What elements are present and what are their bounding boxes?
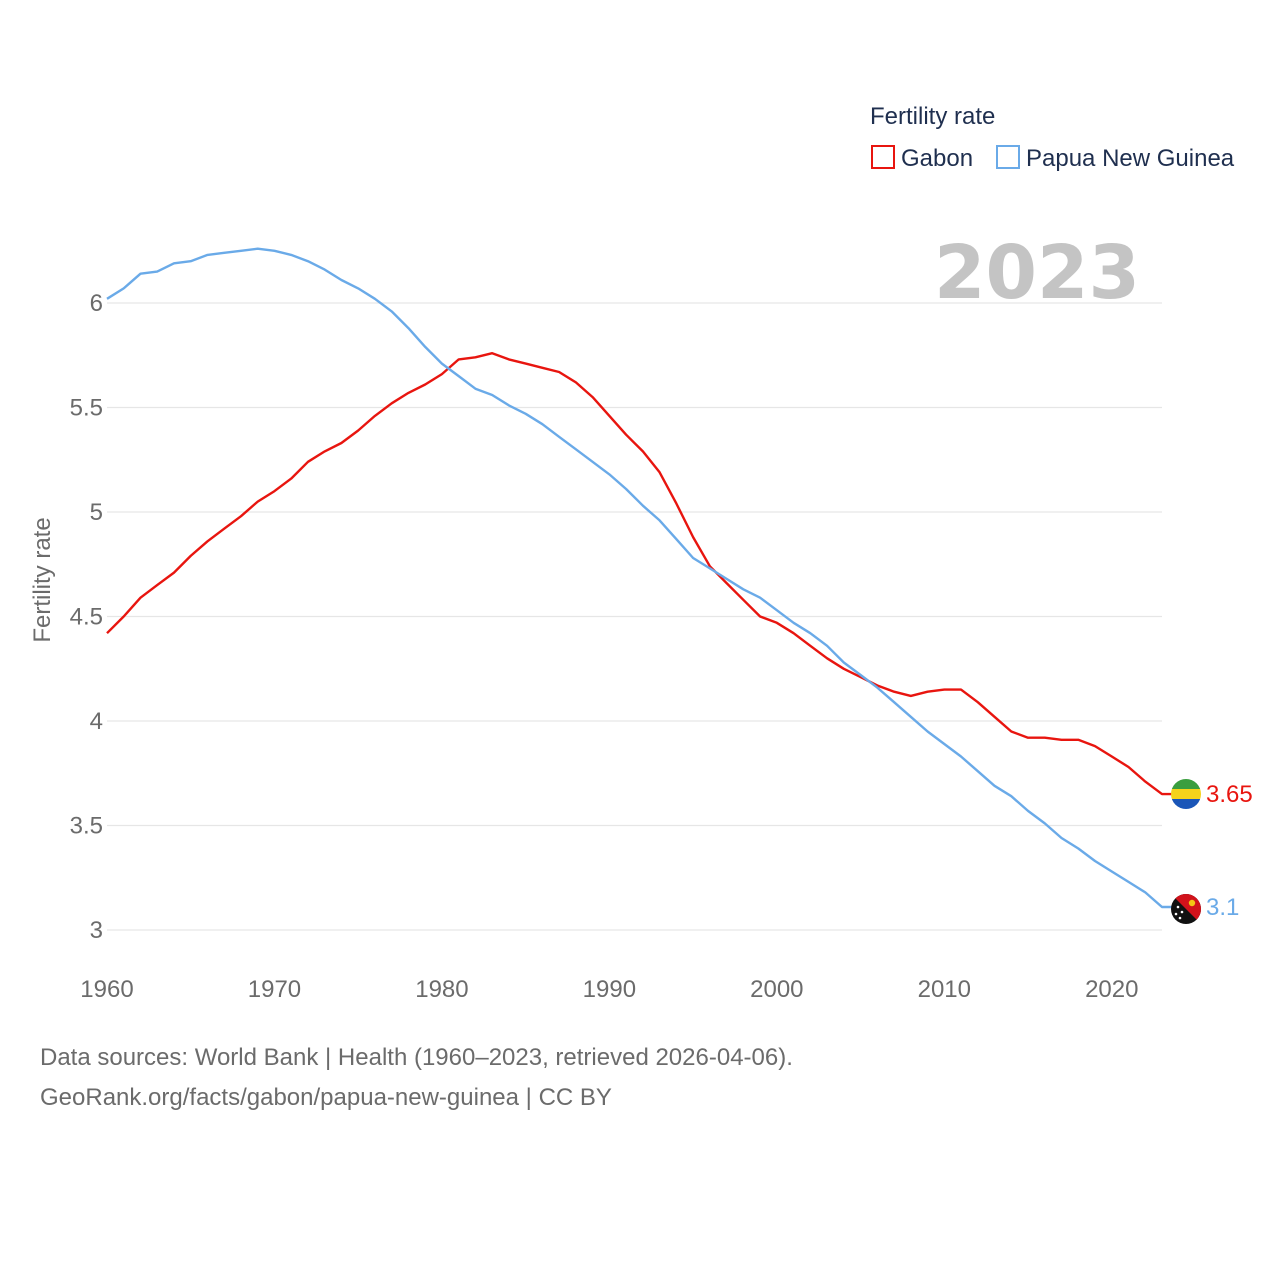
x-tick-label: 2000 — [750, 976, 803, 1003]
y-tick-label: 3 — [90, 917, 103, 944]
y-tick-label: 6 — [90, 290, 103, 317]
end-value-papua-new-guinea: 3.1 — [1206, 894, 1239, 921]
series-line-gabon — [106, 352, 1172, 796]
x-tick-label: 1990 — [583, 976, 636, 1003]
legend-swatch-gabon — [871, 145, 895, 169]
y-axis-ticks: 3 3.5 4 4.5 5 5.5 6 — [70, 290, 103, 944]
x-tick-label: 1980 — [415, 976, 468, 1003]
y-tick-label: 5.5 — [70, 395, 103, 422]
y-axis-label: Fertility rate — [29, 517, 56, 642]
x-tick-label: 1960 — [80, 976, 133, 1003]
legend-label-papua-new-guinea: Papua New Guinea — [1026, 145, 1235, 172]
x-tick-label: 2020 — [1085, 976, 1138, 1003]
gridlines — [107, 302, 1162, 931]
x-axis-ticks: 1960 1970 1980 1990 2000 2010 2020 — [80, 976, 1138, 1003]
y-tick-label: 4 — [90, 708, 103, 735]
legend-title: Fertility rate — [870, 103, 995, 130]
papua-new-guinea-flag-icon — [1171, 894, 1201, 924]
y-tick-label: 3.5 — [70, 813, 103, 840]
highlight-year: 2023 — [934, 230, 1140, 316]
legend-label-gabon: Gabon — [901, 145, 973, 172]
y-tick-label: 5 — [90, 499, 103, 526]
x-tick-label: 2010 — [918, 976, 971, 1003]
series-lines — [106, 247, 1172, 909]
footer-source: Data sources: World Bank | Health (1960–… — [40, 1044, 793, 1071]
x-tick-label: 1970 — [248, 976, 301, 1003]
end-value-gabon: 3.65 — [1206, 781, 1253, 808]
gabon-flag-icon — [1171, 779, 1201, 809]
series-line-papua-new-guinea — [106, 247, 1172, 909]
legend-swatch-papua-new-guinea — [996, 145, 1020, 169]
footer-attribution: GeoRank.org/facts/gabon/papua-new-guinea… — [40, 1084, 612, 1111]
legend: Fertility rate Gabon Papua New Guinea — [870, 103, 1235, 172]
y-tick-label: 4.5 — [70, 604, 103, 631]
